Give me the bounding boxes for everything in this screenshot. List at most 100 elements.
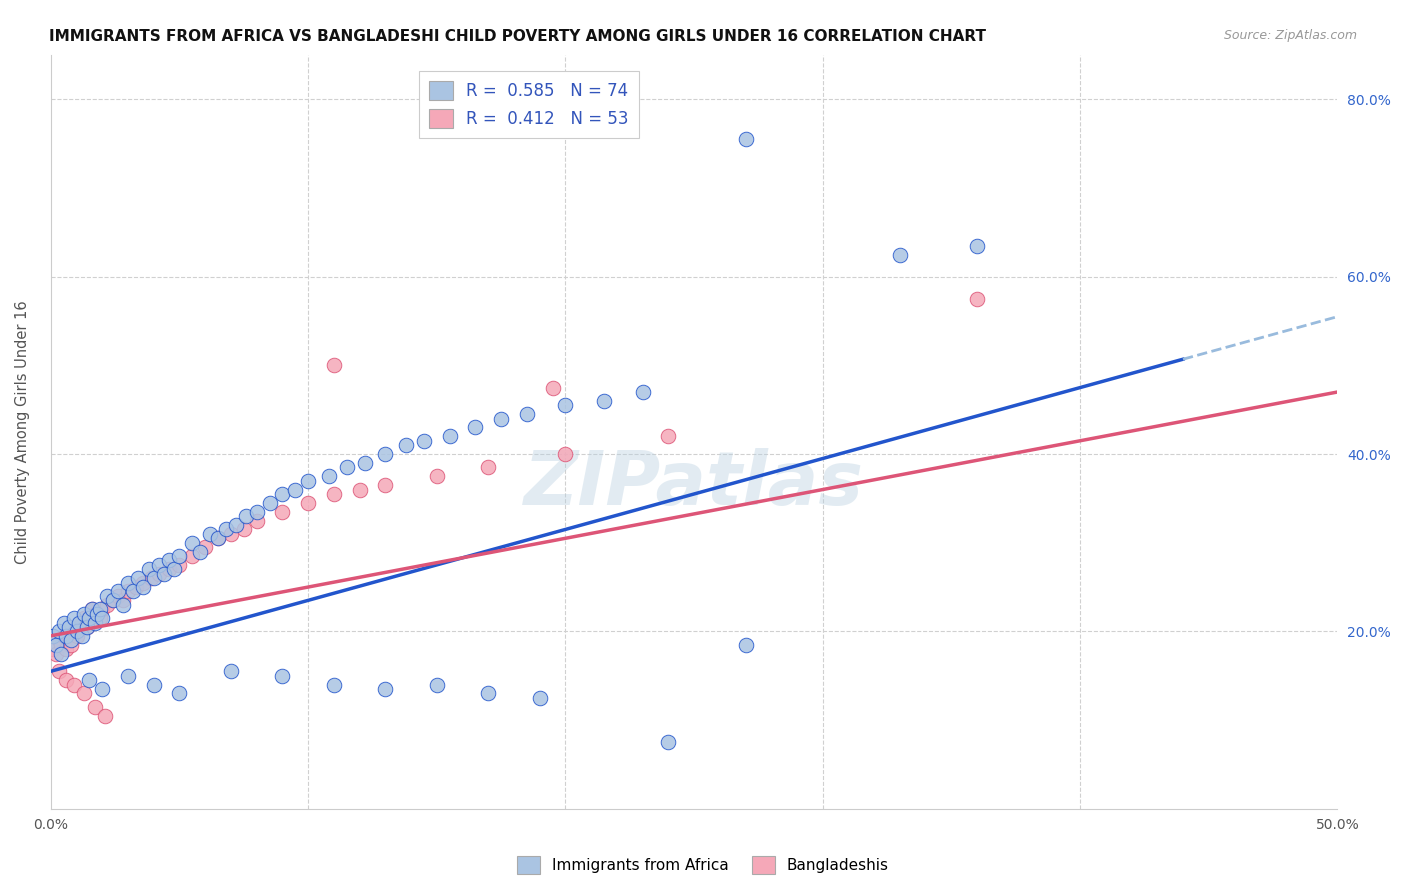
Point bbox=[117, 584, 139, 599]
Point bbox=[349, 483, 371, 497]
Point bbox=[96, 598, 118, 612]
Point bbox=[79, 611, 101, 625]
Point bbox=[122, 584, 145, 599]
Text: Source: ZipAtlas.com: Source: ZipAtlas.com bbox=[1223, 29, 1357, 42]
Point bbox=[86, 607, 108, 621]
Point bbox=[94, 708, 117, 723]
Point bbox=[96, 589, 118, 603]
Point bbox=[107, 584, 129, 599]
Point bbox=[76, 620, 98, 634]
Point bbox=[657, 429, 679, 443]
Point bbox=[86, 607, 108, 621]
Point bbox=[73, 607, 96, 621]
Point bbox=[322, 487, 344, 501]
Point bbox=[163, 562, 186, 576]
Point bbox=[63, 624, 86, 639]
Point bbox=[111, 593, 134, 607]
Point bbox=[322, 677, 344, 691]
Point bbox=[80, 602, 103, 616]
Point bbox=[60, 638, 83, 652]
Point bbox=[117, 575, 139, 590]
Point bbox=[297, 474, 319, 488]
Point bbox=[889, 247, 911, 261]
Point bbox=[657, 735, 679, 749]
Point bbox=[235, 509, 257, 524]
Point bbox=[157, 562, 180, 576]
Point bbox=[83, 607, 105, 621]
Point bbox=[246, 505, 269, 519]
Legend: Immigrants from Africa, Bangladeshis: Immigrants from Africa, Bangladeshis bbox=[510, 850, 896, 880]
Point bbox=[966, 238, 988, 252]
Point bbox=[215, 523, 238, 537]
Point bbox=[181, 549, 204, 563]
Point bbox=[142, 677, 165, 691]
Point bbox=[63, 611, 86, 625]
Point bbox=[70, 615, 93, 630]
Point bbox=[48, 665, 70, 679]
Point bbox=[297, 496, 319, 510]
Point bbox=[259, 496, 281, 510]
Point bbox=[271, 487, 294, 501]
Point bbox=[42, 629, 65, 643]
Point bbox=[271, 505, 294, 519]
Point bbox=[477, 686, 499, 700]
Point bbox=[374, 447, 396, 461]
Point bbox=[148, 566, 170, 581]
Point bbox=[464, 420, 486, 434]
Point bbox=[142, 571, 165, 585]
Point bbox=[246, 514, 269, 528]
Point bbox=[63, 677, 86, 691]
Point bbox=[413, 434, 436, 448]
Point bbox=[318, 469, 340, 483]
Point bbox=[141, 571, 163, 585]
Point bbox=[336, 460, 359, 475]
Point bbox=[60, 633, 83, 648]
Point bbox=[80, 602, 103, 616]
Point bbox=[101, 593, 124, 607]
Point bbox=[48, 633, 70, 648]
Point bbox=[125, 580, 148, 594]
Point bbox=[157, 553, 180, 567]
Point bbox=[76, 620, 98, 634]
Point bbox=[169, 686, 191, 700]
Text: ZIPatlas: ZIPatlas bbox=[524, 448, 865, 521]
Point bbox=[554, 398, 576, 412]
Point bbox=[83, 615, 105, 630]
Point bbox=[153, 566, 176, 581]
Point bbox=[91, 602, 114, 616]
Point bbox=[55, 673, 77, 687]
Point bbox=[271, 669, 294, 683]
Point bbox=[58, 620, 80, 634]
Point bbox=[200, 526, 222, 541]
Point bbox=[426, 677, 449, 691]
Point bbox=[73, 611, 96, 625]
Point bbox=[101, 593, 124, 607]
Point bbox=[225, 518, 247, 533]
Point bbox=[395, 438, 418, 452]
Point bbox=[966, 292, 988, 306]
Point bbox=[67, 615, 90, 630]
Point bbox=[477, 460, 499, 475]
Point bbox=[489, 411, 512, 425]
Point bbox=[42, 642, 65, 657]
Legend: R =  0.585   N = 74, R =  0.412   N = 53: R = 0.585 N = 74, R = 0.412 N = 53 bbox=[419, 71, 638, 138]
Point bbox=[516, 407, 538, 421]
Point bbox=[554, 447, 576, 461]
Y-axis label: Child Poverty Among Girls Under 16: Child Poverty Among Girls Under 16 bbox=[15, 300, 30, 564]
Point bbox=[593, 393, 616, 408]
Point bbox=[132, 580, 155, 594]
Point bbox=[79, 673, 101, 687]
Point bbox=[70, 629, 93, 643]
Point bbox=[55, 629, 77, 643]
Point bbox=[734, 638, 756, 652]
Point bbox=[232, 523, 254, 537]
Point bbox=[138, 562, 160, 576]
Point bbox=[65, 629, 87, 643]
Point bbox=[89, 611, 111, 625]
Point bbox=[353, 456, 375, 470]
Point bbox=[67, 620, 90, 634]
Point bbox=[169, 558, 191, 572]
Point bbox=[194, 540, 217, 554]
Point bbox=[439, 429, 461, 443]
Point bbox=[45, 647, 67, 661]
